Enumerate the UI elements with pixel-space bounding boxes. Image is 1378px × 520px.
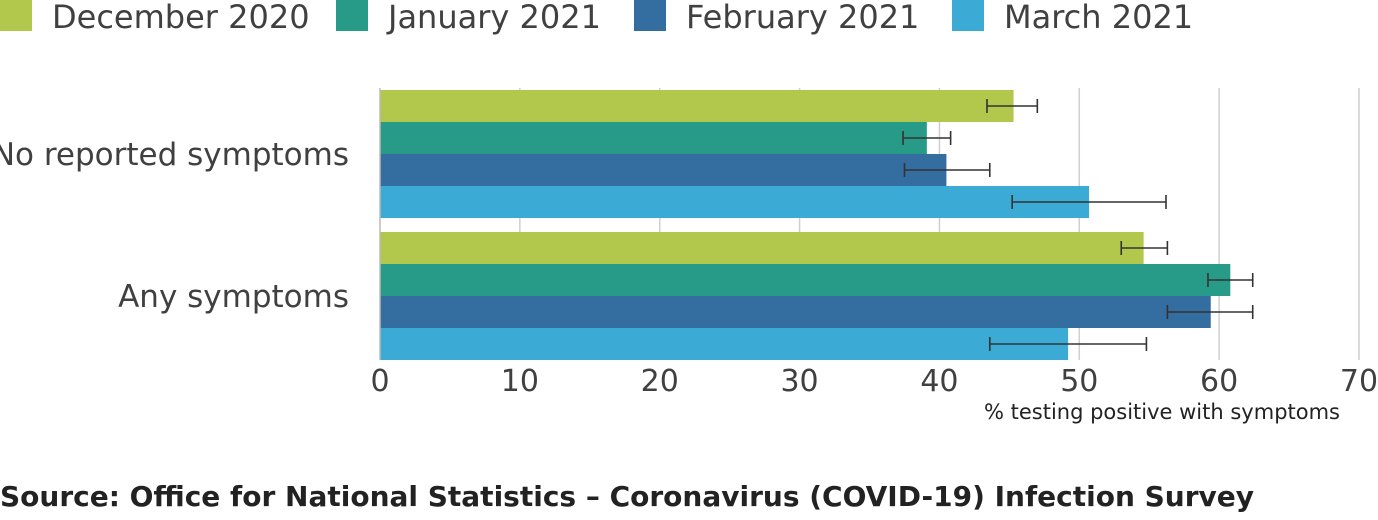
x-tick-label: 70 [1340, 364, 1378, 399]
x-tick-label: 50 [1060, 364, 1098, 399]
x-tick-label: 0 [370, 364, 389, 399]
category-label: No reported symptoms [0, 137, 349, 173]
x-tick-label: 40 [920, 364, 958, 399]
legend-swatch [634, 0, 666, 31]
x-tick-label: 60 [1200, 364, 1238, 399]
bar [380, 122, 927, 154]
bar [380, 264, 1231, 296]
bar [380, 328, 1069, 360]
bar [380, 186, 1090, 218]
legend-label: January 2021 [388, 0, 601, 36]
x-tick-label: 20 [641, 364, 679, 399]
x-tick-label: 30 [780, 364, 818, 399]
source-note: Source: Office for National Statistics –… [0, 480, 1255, 513]
legend-label: March 2021 [1004, 0, 1194, 36]
bar-chart: No reported symptoms Any symptoms 0 10 20 30 4… [0, 88, 1378, 424]
bar [380, 296, 1211, 328]
bar [380, 154, 947, 186]
x-axis-title: % testing positive with symptoms [984, 400, 1340, 424]
bar [380, 232, 1144, 264]
legend-swatch [336, 0, 368, 31]
legend-swatch [0, 0, 32, 31]
x-tick-label: 10 [501, 364, 539, 399]
legend-swatch [952, 0, 984, 31]
legend-label: December 2020 [52, 0, 310, 36]
category-label: Any symptoms [118, 279, 349, 315]
legend-label: February 2021 [686, 0, 920, 36]
bar [380, 90, 1014, 122]
legend: December 2020 January 2021 February 2021… [0, 0, 1378, 40]
